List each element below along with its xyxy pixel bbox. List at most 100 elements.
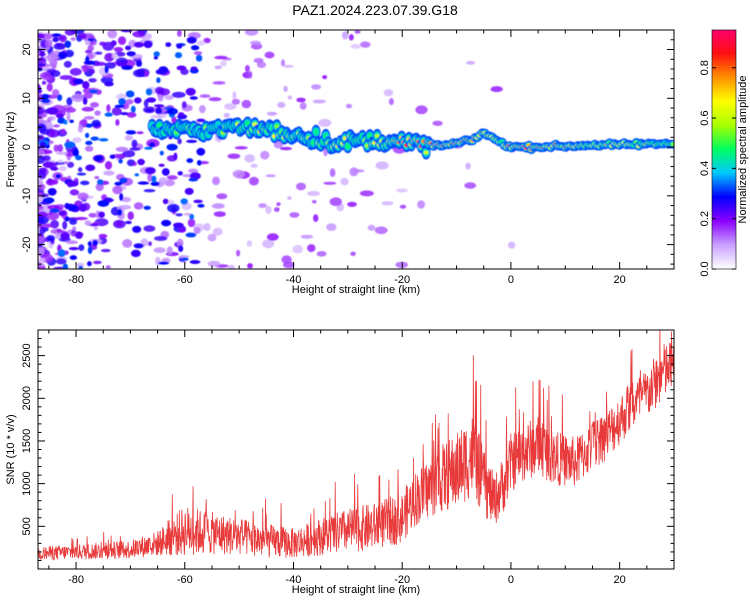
heatmap-cell: [177, 30, 182, 37]
heatmap-cell: [132, 225, 142, 233]
heatmap-cell: [85, 164, 96, 172]
heatmap-cell: [137, 181, 150, 185]
colorbar-swatch: [712, 143, 736, 147]
heatmap-cell: [158, 163, 165, 167]
y-tick-label: 1500: [21, 429, 33, 453]
heatmap-cell: [115, 146, 129, 152]
heatmap-cell: [360, 41, 371, 48]
heatmap-cell: [381, 201, 394, 206]
heatmap-cell: [90, 102, 99, 108]
heatmap-cell: [72, 148, 79, 157]
heatmap-cell: [63, 161, 69, 165]
heatmap-cell: [75, 155, 82, 161]
heatmap-cell: [77, 124, 84, 133]
colorbar-swatch: [712, 161, 736, 165]
heatmap-cell: [345, 144, 351, 149]
heatmap-cell: [76, 172, 87, 176]
heatmap-cell: [231, 98, 241, 105]
colorbar-swatch: [712, 187, 736, 190]
heatmap-cell: [53, 144, 59, 152]
heatmap-cell: [72, 226, 77, 231]
heatmap-cell: [62, 220, 68, 230]
heatmap-cell: [289, 212, 300, 218]
colorbar-swatch: [712, 217, 736, 220]
heatmap-cell: [246, 240, 253, 247]
y-tick-label: 2500: [21, 343, 33, 367]
colorbar-swatch: [712, 223, 736, 226]
colorbar-swatch: [712, 225, 736, 228]
colorbar-swatch: [712, 115, 736, 119]
heatmap-cell: [88, 78, 97, 83]
colorbar-swatch: [712, 49, 736, 53]
heatmap-cell: [133, 41, 144, 48]
heatmap-cell: [63, 60, 72, 68]
x-tick-label: 20: [614, 274, 626, 286]
colorbar-swatch: [712, 153, 736, 157]
heatmap-cell: [120, 112, 129, 116]
heatmap-cell: [273, 207, 280, 213]
heatmap-cell: [65, 240, 79, 244]
heatmap-cell: [38, 167, 47, 174]
heatmap-cell: [212, 81, 226, 85]
heatmap-cell: [274, 124, 280, 129]
heatmap-cell: [171, 116, 177, 124]
heatmap-cell: [66, 112, 71, 121]
heatmap-cell: [283, 85, 288, 92]
heatmap-cell: [214, 65, 222, 70]
heatmap-cell: [195, 54, 203, 62]
heatmap-cell: [103, 170, 115, 176]
colorbar-swatch: [712, 159, 736, 163]
heatmap-cell: [129, 147, 141, 151]
colorbar-swatch: [712, 31, 736, 35]
heatmap-cell: [172, 109, 177, 114]
heatmap-cell: [39, 50, 46, 57]
heatmap-cell: [94, 176, 100, 180]
heatmap-cell: [223, 112, 230, 118]
colorbar-swatch: [712, 165, 736, 169]
colorbar-swatch: [712, 221, 736, 224]
heatmap-cell: [374, 134, 380, 138]
colorbar-swatch: [712, 191, 736, 194]
colorbar-swatch: [712, 169, 736, 173]
heatmap-cell: [55, 258, 67, 265]
x-tick-label: 0: [508, 574, 514, 586]
heatmap-cell: [51, 33, 62, 37]
axes-panel-0: -80 -60 -40 -20 0 20 -20 -10 0 10 20 Height of stra…: [5, 29, 675, 296]
heatmap-cell: [396, 188, 408, 193]
colorbar-swatch: [712, 157, 736, 161]
heatmap-cell: [367, 224, 376, 231]
heatmap-cell: [87, 261, 92, 267]
heatmap-cell: [167, 203, 180, 213]
colorbar-swatch: [712, 67, 736, 71]
heatmap-cell: [125, 45, 132, 51]
heatmap-cell: [64, 40, 72, 48]
heatmap-cell: [90, 136, 100, 141]
heatmap-cell: [125, 99, 134, 105]
heatmap-cell: [64, 30, 76, 36]
heatmap-cell: [78, 265, 83, 269]
heatmap-cell: [57, 94, 63, 101]
heatmap-cell: [323, 181, 337, 185]
heatmap-cell: [190, 66, 198, 71]
heatmap-cell: [99, 41, 106, 46]
heatmap-cell: [104, 161, 113, 170]
heatmap-cell: [82, 81, 90, 89]
heatmap-cell: [69, 219, 78, 225]
y-tick-label: -10: [21, 188, 33, 204]
colorbar-swatch: [712, 189, 736, 192]
heatmap-cell: [97, 179, 104, 186]
heatmap-cell: [134, 97, 142, 104]
heatmap-cell: [40, 98, 51, 104]
heatmap-cell: [190, 45, 200, 51]
heatmap-cell: [250, 163, 258, 168]
heatmap-cell: [383, 89, 394, 97]
heatmap-cell: [107, 30, 118, 39]
colorbar-swatch: [712, 77, 736, 81]
colorbar-swatch: [712, 63, 736, 67]
heatmap-cell: [143, 205, 151, 210]
heatmap-cell: [670, 142, 674, 146]
heatmap-cell: [57, 249, 66, 258]
heatmap-cell: [38, 215, 49, 225]
heatmap-cell: [318, 118, 332, 127]
colorbar-swatch: [712, 233, 736, 236]
